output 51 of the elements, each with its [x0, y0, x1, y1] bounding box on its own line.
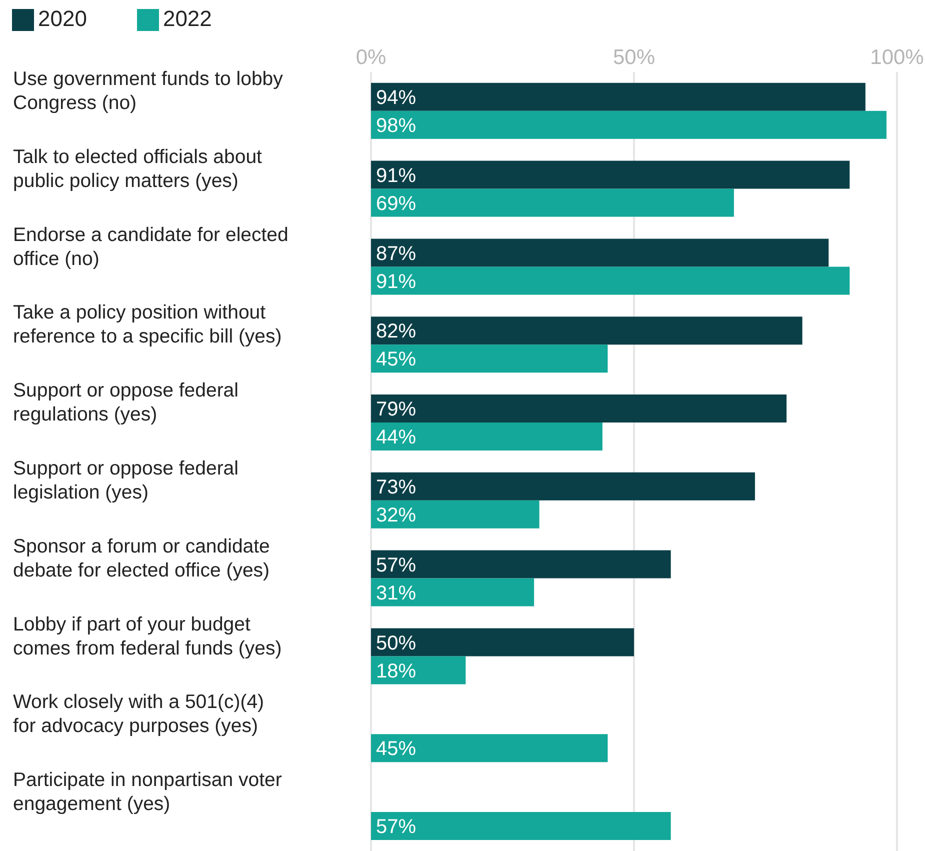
x-tick-label: 100%	[870, 46, 924, 69]
y-tick-label: Work closely with a 501(c)(4) for advocacy purposes (yes)	[13, 691, 264, 738]
y-tick-label: Sponsor a forum or candidate debate for elected office (yes)	[13, 535, 270, 582]
bar	[371, 266, 850, 295]
bar	[371, 160, 850, 189]
data-label: 79%	[376, 398, 416, 421]
data-label: 91%	[376, 270, 416, 293]
data-label: 18%	[376, 660, 416, 682]
bar	[371, 316, 802, 345]
y-tick-label: Support or oppose federal regulations (yes)	[13, 380, 238, 426]
bar	[371, 110, 886, 139]
data-label: 45%	[376, 738, 416, 760]
bar	[371, 628, 634, 656]
legend-label: 2022	[162, 6, 212, 31]
data-label: 45%	[376, 348, 416, 371]
bar	[371, 238, 829, 267]
x-tick-label: 50%	[612, 46, 656, 69]
data-label: 57%	[376, 816, 416, 838]
legend-label: 2020	[38, 6, 87, 31]
y-tick-label: Use government funds to lobby Congress (no)	[13, 68, 284, 114]
data-label: 94%	[376, 87, 416, 110]
data-label: 31%	[376, 582, 416, 604]
data-label: 69%	[376, 192, 416, 215]
y-tick-label: Endorse a candidate for elected office (no)	[13, 224, 288, 270]
bar	[371, 344, 608, 373]
bar	[371, 394, 787, 423]
bar	[371, 578, 534, 606]
data-label: 82%	[376, 320, 416, 343]
y-tick-label: Talk to elected officials about public policy matters (yes)	[13, 146, 263, 192]
y-tick-label: Lobby if part of your budget comes from federal funds (yes)	[13, 613, 282, 660]
data-label: 44%	[376, 426, 416, 449]
data-label: 91%	[376, 164, 416, 187]
bar	[371, 500, 540, 528]
data-label: 87%	[376, 242, 416, 265]
bar	[371, 472, 755, 500]
x-tick-label: 0%	[356, 46, 386, 69]
data-label: 73%	[376, 476, 416, 499]
bar	[371, 422, 602, 451]
data-label: 32%	[376, 504, 416, 527]
bar	[371, 812, 671, 840]
y-tick-label: Support or oppose federal legislation (yes)	[13, 457, 238, 504]
y-tick-label: Take a policy position without reference to a specific bill (yes)	[13, 302, 282, 348]
data-label: 57%	[376, 554, 416, 576]
bar	[371, 82, 866, 111]
bar	[371, 734, 608, 762]
bar	[371, 550, 671, 578]
data-label: 98%	[376, 115, 416, 138]
bar	[371, 656, 466, 684]
bar	[371, 188, 734, 217]
data-label: 50%	[376, 632, 416, 654]
y-tick-label: Participate in nonpartisan voter engagement (yes)	[13, 769, 282, 816]
